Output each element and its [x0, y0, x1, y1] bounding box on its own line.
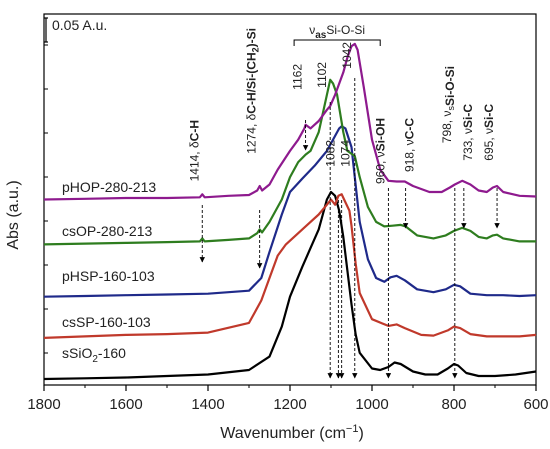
scale-bar-label: 0.05 A.u. [52, 17, 107, 33]
x-tick-label: 1400 [191, 396, 224, 413]
series-label-1: csSP-160-103 [62, 314, 151, 330]
annotation-text: 798, ν [440, 111, 454, 144]
series-label-main: pHOP-280-213 [62, 179, 156, 195]
x-tick-label: 1200 [273, 396, 306, 413]
annotation-bold-sub: 2 [251, 47, 261, 52]
annotation-label-8: 918, νC-C [403, 118, 417, 172]
series-label-main: sSiO [62, 345, 92, 361]
annotation-text: 1082 [323, 140, 337, 167]
series-label-main: csOP-280-213 [62, 223, 152, 239]
annotation-label-4: 1042 [340, 42, 354, 69]
x-axis-title-main: Wavenumber (cm [220, 425, 346, 442]
nu-as-bracket-label: νasSi-O-Si [309, 23, 365, 41]
series-line-0 [43, 190, 537, 381]
series-label-3: csOP-280-213 [62, 223, 152, 239]
annotation-label-6: 1074 [339, 140, 353, 167]
annotation-label-11: 695, νSi-C [482, 104, 496, 161]
bracket-main: Si-O-Si [326, 23, 365, 37]
x-tick-label: 800 [441, 396, 466, 413]
annotation-sub: s [446, 106, 456, 111]
x-axis-title-sup: −1 [346, 423, 359, 435]
annotation-text: 960, ν [373, 151, 387, 184]
annotation-text: 1102 [315, 62, 329, 88]
x-axis-title: Wavenumber (cm−1) [220, 423, 364, 442]
annotation-label-9: 798, νsSi-O-Si [440, 66, 457, 143]
annotation-text: 733, ν [461, 128, 475, 161]
series-label-main: csSP-160-103 [62, 314, 151, 330]
annotation-bold: C-C [403, 118, 417, 140]
series-label-sub: 2 [92, 354, 98, 365]
annotation-label-2: 1162 [291, 64, 305, 90]
annotation-bold: Si-O-Si [443, 66, 457, 106]
annotation-label-3: 1102 [315, 62, 329, 88]
series-layer: sSiO2-160csSP-160-103pHSP-160-103csOP-28… [43, 42, 537, 381]
series-line-1 [43, 193, 537, 339]
series-label-main: pHSP-160-103 [62, 268, 155, 284]
annotation-label-10: 733, νSi-C [461, 104, 475, 161]
bracket-sub: as [315, 30, 327, 41]
annotation-bold: Si-C [482, 104, 496, 128]
nu-as-bracket [293, 39, 381, 46]
series-label-end: -160 [98, 345, 126, 361]
annotation-text: 918, ν [403, 139, 417, 172]
annotation-text: 1274, δ [245, 113, 259, 153]
annotation-label-0: 1414, δC-H [187, 120, 201, 181]
annotation-bold: Si-OH [373, 118, 387, 151]
annotation-bold: C-H/Si-(CH [245, 52, 259, 113]
series-label-2: pHSP-160-103 [62, 268, 155, 284]
series-label-4: pHOP-280-213 [62, 179, 156, 195]
annotation-text: 695, ν [482, 128, 496, 161]
x-tick-label: 1600 [109, 396, 142, 413]
x-tick-label: 600 [523, 396, 548, 413]
annotation-bold-end: )-Si [245, 28, 259, 47]
bracket-prefix: ν [309, 23, 315, 37]
annotation-text: 1074 [339, 140, 353, 167]
x-tick-label: 1800 [27, 396, 60, 413]
axis-layer: 1800 1600 1400 1200 1000 800 600 [27, 385, 549, 413]
annotation-text: 1414, δ [187, 141, 201, 181]
y-axis-title: Abs (a.u.) [5, 180, 22, 249]
annotation-bold: C-H [187, 120, 201, 141]
series-label-0: sSiO2-160 [62, 345, 126, 365]
annotation-label-1: 1274, δC-H/Si-(CH2)-Si [245, 28, 261, 154]
annotation-label-5: 1082 [323, 140, 337, 167]
annotation-text: 1162 [291, 64, 305, 90]
x-axis-title-end: ) [358, 425, 363, 442]
x-tick-label: 1000 [355, 396, 388, 413]
annotation-label-7: 960, νSi-OH [373, 118, 387, 184]
series-line-4 [43, 42, 537, 201]
annotation-bold: Si-C [461, 104, 475, 128]
annotation-text: 1042 [340, 42, 354, 69]
series-line-3 [43, 78, 536, 246]
